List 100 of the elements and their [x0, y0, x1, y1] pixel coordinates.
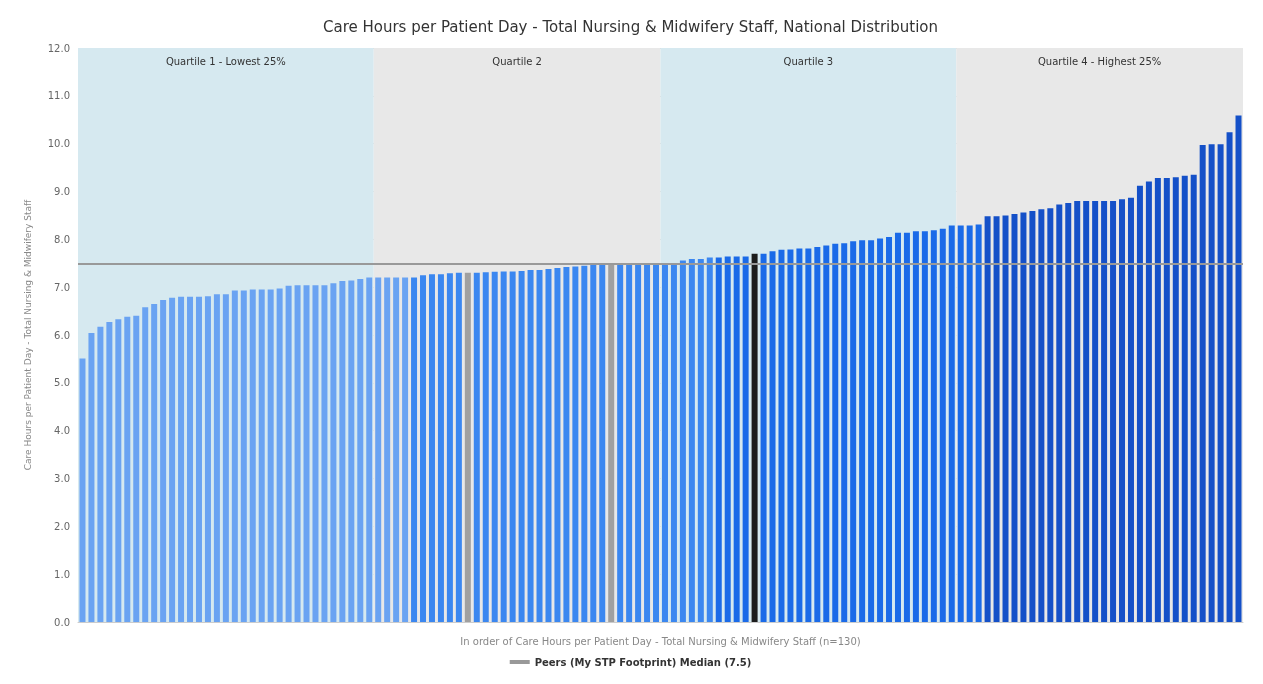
bar	[778, 249, 785, 622]
bar	[617, 263, 624, 622]
bar	[1172, 177, 1179, 622]
bar	[581, 265, 588, 622]
y-tick-label: 1.0	[54, 568, 70, 580]
bar	[948, 225, 955, 622]
bar	[88, 333, 95, 622]
bar	[1119, 199, 1126, 622]
bar	[357, 279, 364, 622]
bar	[133, 315, 140, 622]
bar	[635, 263, 642, 622]
bar	[518, 270, 525, 622]
bar	[563, 267, 570, 622]
bar	[1092, 201, 1099, 622]
bar	[276, 288, 283, 622]
bar	[760, 253, 767, 622]
bar	[1020, 212, 1027, 622]
bar	[1065, 202, 1072, 622]
bar	[894, 232, 901, 622]
bar	[312, 285, 319, 622]
bar	[491, 271, 498, 622]
y-tick-label: 4.0	[54, 425, 70, 437]
y-tick-label: 0.0	[54, 616, 70, 628]
bar	[1047, 208, 1054, 622]
bar	[1235, 115, 1242, 622]
bar	[1154, 178, 1161, 622]
bar	[1208, 144, 1215, 622]
bar	[957, 225, 964, 622]
bar	[751, 253, 758, 622]
bar	[249, 289, 256, 622]
bar	[509, 271, 516, 622]
bar	[877, 238, 884, 622]
bar	[912, 231, 919, 622]
bar	[697, 258, 704, 622]
bar	[536, 269, 543, 622]
bar	[437, 274, 444, 622]
bar	[1074, 201, 1081, 622]
bar	[733, 256, 740, 622]
y-tick-label: 8.0	[54, 233, 70, 245]
annotation: Quartile 2	[492, 55, 542, 67]
bar	[258, 289, 265, 622]
bar	[169, 297, 176, 622]
bar	[106, 322, 113, 622]
bar	[832, 243, 839, 622]
y-tick-label: 12.0	[47, 42, 70, 54]
bar	[1181, 175, 1188, 622]
y-tick-label: 5.0	[54, 377, 70, 389]
bar	[527, 269, 534, 622]
bar	[1083, 201, 1090, 622]
bar	[285, 285, 292, 622]
bar	[187, 296, 194, 622]
bar	[769, 251, 776, 622]
bar	[97, 326, 104, 622]
bar	[554, 268, 561, 622]
bar	[688, 258, 695, 622]
bar	[859, 240, 866, 622]
y-tick-label: 9.0	[54, 186, 70, 197]
bar	[321, 285, 328, 622]
bar	[222, 294, 229, 622]
annotation: Quartile 1 - Lowest 25%	[165, 55, 286, 67]
bar	[375, 277, 382, 622]
bar	[1226, 132, 1233, 622]
bar	[142, 307, 149, 622]
bar	[823, 245, 830, 622]
bar	[1145, 181, 1152, 622]
bar	[1011, 213, 1018, 622]
bar	[428, 274, 435, 622]
bar	[124, 316, 131, 622]
bar	[339, 280, 346, 622]
bar	[984, 216, 991, 622]
bar	[850, 241, 857, 622]
bar	[303, 285, 310, 622]
bar	[115, 319, 122, 622]
bar	[402, 277, 409, 622]
bar	[670, 263, 677, 622]
bar	[939, 228, 946, 622]
bar	[966, 225, 973, 622]
bar	[79, 358, 86, 622]
y-tick-label: 2.0	[54, 520, 70, 532]
bar	[1136, 185, 1143, 622]
bar	[1056, 204, 1063, 622]
bar	[348, 280, 355, 622]
bar	[178, 296, 185, 622]
bar	[1101, 201, 1108, 622]
annotation: Quartile 4 - Highest 25%	[1037, 55, 1162, 67]
y-tick-label: 10.0	[47, 138, 70, 150]
bar	[160, 300, 167, 622]
bar	[393, 277, 400, 622]
bar	[796, 248, 803, 622]
bar	[1038, 209, 1045, 622]
bar	[1163, 178, 1170, 622]
legend-label: Peers (My STP Footprint) Median (7.5)	[534, 656, 752, 668]
bar	[706, 257, 713, 622]
bar	[715, 257, 722, 622]
bar	[1110, 201, 1117, 622]
bar	[366, 277, 373, 622]
bar	[921, 231, 928, 622]
y-tick-label: 11.0	[47, 90, 70, 102]
bar	[868, 240, 875, 622]
bar	[294, 285, 301, 622]
